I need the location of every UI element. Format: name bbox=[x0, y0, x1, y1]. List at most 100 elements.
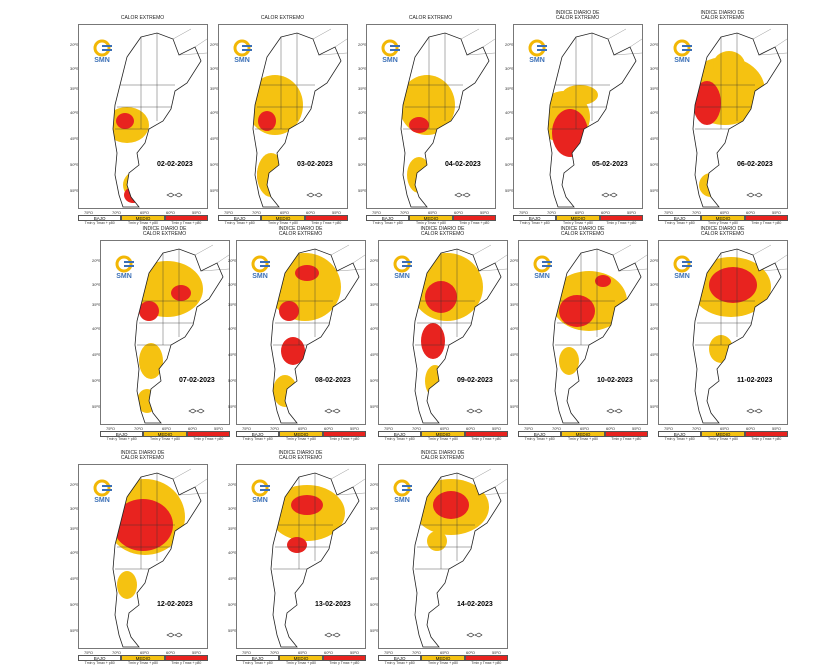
argentina-map bbox=[412, 468, 507, 648]
map-frame: SMN 05-02-2023 bbox=[513, 24, 643, 209]
legend-sublabel: Tmin y Tmax + p80 bbox=[384, 661, 415, 665]
legend-low: BAJO bbox=[236, 655, 280, 661]
panel-date: 05-02-2023 bbox=[592, 161, 628, 168]
longitude-label: 60ºO bbox=[466, 426, 476, 431]
medium-heat-area bbox=[427, 531, 447, 551]
legend-low: BAJO bbox=[658, 431, 702, 437]
legend: BAJO MEDIO ALTO bbox=[100, 431, 230, 437]
smn-logo-text: SMN bbox=[674, 273, 690, 280]
longitude-label: 70ºO bbox=[547, 210, 557, 215]
neighbor-border bbox=[472, 244, 507, 272]
legend: BAJO MEDIO ALTO bbox=[658, 215, 788, 221]
panel-title-line: CALOR EXTREMO bbox=[420, 231, 465, 237]
latitude-label: 30ºS bbox=[370, 506, 379, 511]
longitude-label: 70ºO bbox=[270, 650, 280, 655]
smn-logo-text: SMN bbox=[252, 497, 268, 504]
latitude-label: 55ºS bbox=[505, 188, 514, 193]
longitude-label: 70ºO bbox=[412, 426, 422, 431]
falkland-islands bbox=[466, 632, 483, 638]
legend-medium: MEDIO bbox=[701, 431, 745, 437]
smn-logo: SMN bbox=[377, 39, 403, 69]
longitude-label: 70ºO bbox=[270, 426, 280, 431]
longitude-label: 55ºO bbox=[350, 426, 360, 431]
legend-low: BAJO bbox=[366, 215, 410, 221]
latitude-label: 35ºS bbox=[70, 526, 79, 531]
legend-sublabel: Tmin y Tmax + p80 bbox=[127, 661, 158, 665]
map-panel: INDICE DIARIO DE CALOR EXTREMO 20ºS 30ºS 35º… bbox=[370, 451, 510, 665]
falkland-islands bbox=[324, 408, 341, 414]
smn-logo: SMN bbox=[247, 255, 273, 285]
falkland-islands bbox=[306, 192, 323, 198]
high-heat-area bbox=[693, 81, 721, 125]
legend-sublabel: Tmin y Tmax + p80 bbox=[193, 437, 224, 441]
panel-date: 10-02-2023 bbox=[597, 377, 633, 384]
latitude-label: 45ºS bbox=[510, 352, 519, 357]
latitude-label: 40ºS bbox=[70, 550, 79, 555]
legend-high: ALTO bbox=[599, 215, 643, 221]
legend-sublabel: Tmin y Tmax + p80 bbox=[329, 661, 360, 665]
smn-logo-text: SMN bbox=[382, 57, 398, 64]
latitude-label: 45ºS bbox=[228, 352, 237, 357]
legend-high: ALTO bbox=[464, 431, 508, 437]
legend-low: BAJO bbox=[218, 215, 262, 221]
legend-low: BAJO bbox=[378, 655, 422, 661]
legend-high: ALTO bbox=[452, 215, 496, 221]
legend-sublabels: Tmin y Tmax + p80 Tmin y Tmax + p80 Tmin y… bbox=[78, 661, 208, 665]
high-heat-area bbox=[433, 491, 469, 519]
longitude-label: 75ºO bbox=[84, 210, 94, 215]
legend-medium: MEDIO bbox=[121, 215, 165, 221]
map-panel: CALOR EXTREMO 20ºS 30ºS 35ºS 40ºS 45ºS 50ºS 55º… bbox=[70, 12, 210, 225]
legend-sublabel: Tmin y Tmax + p80 bbox=[329, 437, 360, 441]
falkland-islands bbox=[466, 408, 483, 414]
legend: BAJO MEDIO ALTO bbox=[236, 655, 366, 661]
neighbor-border bbox=[607, 28, 642, 56]
latitude-label: 20ºS bbox=[370, 482, 379, 487]
legend-sublabel: Tmin y Tmax + p80 bbox=[149, 437, 180, 441]
legend-sublabel: Tmin y Tmax + p80 bbox=[567, 437, 598, 441]
country-outline bbox=[252, 32, 342, 208]
legend-sublabels: Tmin y Tmax + p80 Tmin y Tmax + p80 Tmin y… bbox=[518, 437, 648, 441]
legend-sublabel: Tmin y Tmax + p80 bbox=[224, 221, 255, 225]
medium-heat-area bbox=[257, 153, 285, 197]
falkland-islands bbox=[188, 408, 205, 414]
legend-high: ALTO bbox=[322, 431, 366, 437]
high-heat-area bbox=[595, 275, 611, 287]
latitude-label: 45ºS bbox=[358, 136, 367, 141]
panel-title-line: INDICE DIARIO DE bbox=[142, 226, 187, 232]
panel-title: CALOR EXTREMO bbox=[230, 16, 335, 21]
latitude-label: 20ºS bbox=[228, 482, 237, 487]
legend-sublabel: Tmin y Tmax + p80 bbox=[751, 437, 782, 441]
longitude-label: 55ºO bbox=[772, 426, 782, 431]
legend-sublabel: Tmin y Tmax + p80 bbox=[242, 437, 273, 441]
panel-title-line: CALOR EXTREMO bbox=[408, 15, 453, 21]
latitude-label: 55ºS bbox=[228, 628, 237, 633]
legend-sublabel: Tmin y Tmax + p80 bbox=[415, 221, 446, 225]
longitude-label: 75ºO bbox=[664, 426, 674, 431]
country-outline bbox=[412, 248, 502, 424]
longitude-label: 65ºO bbox=[440, 426, 450, 431]
panel-title: INDICE DIARIO DE CALOR EXTREMO bbox=[248, 227, 353, 237]
legend: BAJO MEDIO ALTO bbox=[378, 431, 508, 437]
map-frame: SMN 11-02-2023 bbox=[658, 240, 788, 425]
latitude-label: 30ºS bbox=[92, 282, 101, 287]
medium-heat-area bbox=[699, 173, 723, 197]
latitude-label: 50ºS bbox=[210, 162, 219, 167]
high-heat-area bbox=[295, 265, 319, 281]
smn-logo-text: SMN bbox=[234, 57, 250, 64]
smn-logo: SMN bbox=[89, 39, 115, 69]
legend-sublabel: Tmin y Tmax + p80 bbox=[524, 437, 555, 441]
map-panel: CALOR EXTREMO 20ºS 30ºS 35ºS 40ºS 45ºS 50ºS 55º… bbox=[210, 12, 350, 225]
longitude-label: 70ºO bbox=[400, 210, 410, 215]
falkland-islands bbox=[746, 408, 763, 414]
country-outline bbox=[270, 472, 360, 648]
map-panel: INDICE DIARIO DE CALOR EXTREMO 20ºS 30ºS 35º… bbox=[510, 227, 650, 441]
high-heat-area bbox=[116, 113, 134, 129]
argentina-map bbox=[547, 28, 642, 208]
legend-high: ALTO bbox=[322, 655, 366, 661]
latitude-label: 35ºS bbox=[210, 86, 219, 91]
smn-logo: SMN bbox=[669, 255, 695, 285]
falkland-islands bbox=[601, 192, 618, 198]
smn-logo: SMN bbox=[89, 479, 115, 509]
country-outline bbox=[134, 248, 224, 424]
longitude-label: 60ºO bbox=[324, 650, 334, 655]
